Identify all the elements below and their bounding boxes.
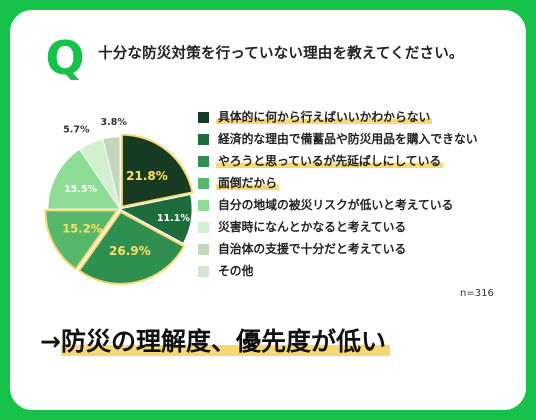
legend-item: その他 (198, 262, 518, 284)
pie-slice (118, 194, 193, 244)
pie-slice-label: 15.5% (64, 184, 97, 195)
pie-slice-label: 15.2% (62, 222, 102, 236)
q-icon: Q (45, 34, 84, 80)
legend-swatch (198, 178, 209, 189)
legend-item: 災害時になんとかなると考えている (198, 218, 518, 240)
pie-slice (44, 209, 120, 271)
legend-swatch (198, 200, 209, 211)
pie-slice-label: 5.7% (63, 125, 90, 136)
legend-label: 経済的な理由で備蓄品や防災用品を購入できない (218, 132, 478, 146)
pie-slice-label: 11.1% (157, 213, 190, 224)
legend-item: 経済的な理由で備蓄品や防災用品を購入できない (198, 130, 518, 152)
pie-slice (102, 136, 121, 210)
legend-item: やろうと思っているが先延ばしにしている (198, 152, 518, 174)
legend-label: 具体的に何から行えばいいかわからない (216, 110, 433, 124)
pie-chart: 21.8% 11.1% 26.9% 15.2% 15.5% 5.7% 3.8% (44, 117, 194, 285)
legend-swatch (198, 244, 209, 255)
legend-label: その他 (218, 264, 254, 278)
question-title: 十分な防災対策を行っていない理由を教えてください。 (98, 46, 464, 62)
legend-swatch (198, 266, 209, 277)
legend-item: 具体的に何から行えばいいかわからない (198, 108, 518, 130)
conclusion: →防災の理解度、優先度が低い (40, 322, 390, 358)
legend-swatch (198, 222, 209, 233)
pie-slice (120, 133, 194, 208)
legend-label: やろうと思っているが先延ばしにしている (216, 154, 444, 168)
legend-swatch (198, 156, 209, 167)
pie-slice-label: 3.8% (101, 117, 128, 128)
conclusion-text: 防災の理解度、優先度が低い (60, 327, 390, 356)
chart-legend: 具体的に何から行えばいいかわからない経済的な理由で備蓄品や防災用品を購入できない… (198, 108, 518, 284)
legend-label: 自治体の支援で十分だと考えている (218, 242, 407, 256)
pie-slice-label: 26.9% (109, 244, 151, 258)
legend-label: 災害時になんとかなると考えている (218, 220, 407, 234)
legend-item: 自分の地域の被災リスクが低いと考えている (198, 196, 518, 218)
legend-label: 面倒だから (216, 176, 279, 190)
pie-slice-label: 21.8% (126, 169, 168, 183)
sample-size: n=316 (460, 288, 494, 299)
legend-swatch (198, 112, 209, 123)
pie-slice (47, 148, 121, 210)
legend-item: 自治体の支援で十分だと考えている (198, 240, 518, 262)
legend-label: 自分の地域の被災リスクが低いと考えている (218, 198, 454, 212)
q-letter: Q (45, 34, 84, 80)
legend-swatch (198, 134, 209, 145)
pie-slice (77, 210, 186, 285)
conclusion-arrow: → (40, 327, 61, 356)
legend-item: 面倒だから (198, 174, 518, 196)
card: Q 十分な防災対策を行っていない理由を教えてください。 21.8% 11.1% 26… (10, 10, 526, 410)
